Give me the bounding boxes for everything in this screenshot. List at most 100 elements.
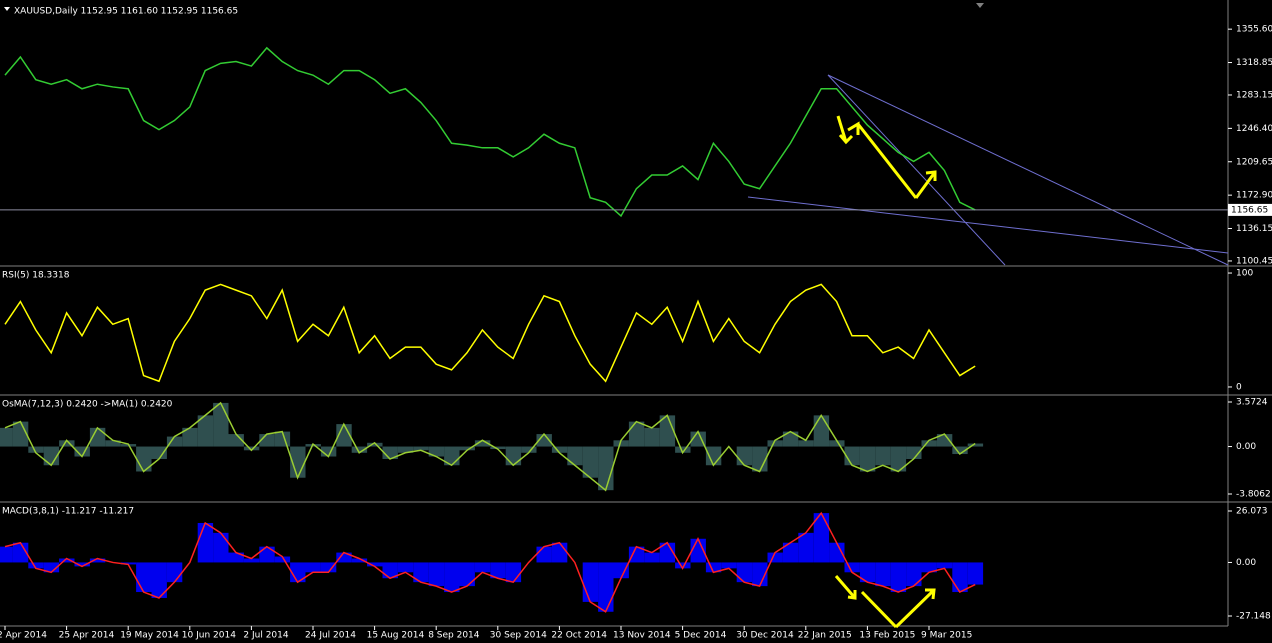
histogram-bar bbox=[59, 558, 75, 563]
y-tick-label: 0.00 bbox=[1236, 558, 1256, 568]
histogram-bar bbox=[428, 562, 445, 587]
histogram-bar bbox=[28, 446, 44, 453]
y-tick-label: 1283.15 bbox=[1236, 90, 1272, 100]
histogram-bar bbox=[490, 562, 506, 579]
x-tick-label: 22 Jan 2015 bbox=[798, 631, 852, 641]
histogram-bar bbox=[382, 562, 398, 579]
histogram-bar bbox=[74, 562, 90, 567]
histogram-bar bbox=[659, 415, 676, 447]
histogram-bar bbox=[936, 434, 953, 447]
x-tick-label: 5 Dec 2014 bbox=[675, 631, 727, 641]
y-tick-label: 1136.15 bbox=[1236, 224, 1272, 234]
histogram-bar bbox=[551, 446, 568, 453]
price-label-box bbox=[1228, 203, 1272, 216]
histogram-bar bbox=[166, 436, 183, 447]
histogram-bar bbox=[413, 562, 429, 583]
histogram-bar bbox=[628, 421, 645, 447]
histogram-bar bbox=[320, 562, 337, 573]
histogram-bar bbox=[813, 415, 830, 447]
histogram-bar bbox=[59, 440, 75, 447]
histogram-bar bbox=[12, 542, 29, 563]
y-tick-label: 0 bbox=[1236, 382, 1242, 392]
histogram-bar bbox=[767, 552, 783, 563]
histogram-bar bbox=[782, 542, 799, 563]
histogram-bar bbox=[28, 562, 44, 569]
histogram-bar bbox=[243, 558, 260, 563]
histogram-bar bbox=[644, 427, 660, 447]
histogram-bar bbox=[890, 446, 907, 472]
histogram-bar bbox=[705, 446, 722, 466]
menu-triangle bbox=[4, 7, 10, 11]
trend-line bbox=[747, 196, 1229, 254]
x-tick-label: 2 Apr 2014 bbox=[0, 631, 47, 641]
histogram-bar bbox=[798, 440, 814, 447]
y-tick-label: 1318.85 bbox=[1236, 58, 1272, 68]
histogram-bar bbox=[582, 446, 599, 478]
histogram-bar bbox=[613, 562, 629, 579]
histogram-bar bbox=[151, 446, 167, 460]
histogram-bar bbox=[136, 562, 152, 593]
price-label: 1156.65 bbox=[1231, 205, 1268, 215]
histogram-bar bbox=[105, 440, 121, 447]
pane-title: RSI(5) 18.3318 bbox=[2, 271, 70, 281]
histogram-bar bbox=[952, 562, 968, 593]
histogram-bar bbox=[752, 562, 768, 587]
histogram-bar bbox=[397, 562, 414, 573]
pane-title: XAUUSD,Daily 1152.95 1161.60 1152.95 115… bbox=[14, 7, 238, 17]
histogram-bar bbox=[459, 446, 475, 451]
x-tick-label: 10 Jun 2014 bbox=[182, 631, 236, 641]
histogram-bar bbox=[921, 440, 937, 447]
histogram-bar bbox=[213, 532, 229, 563]
histogram-bar bbox=[243, 446, 260, 451]
y-tick-label: 1355.60 bbox=[1236, 25, 1272, 35]
histogram-bar bbox=[228, 434, 244, 447]
histogram-bar bbox=[505, 562, 522, 583]
histogram-bar bbox=[875, 446, 891, 466]
histogram-bar bbox=[413, 446, 429, 451]
histogram-bar bbox=[12, 421, 29, 447]
histogram-bar bbox=[428, 446, 445, 457]
pane-title: MACD(3,8,1) -11.217 -11.217 bbox=[2, 507, 134, 517]
histogram-bar bbox=[598, 562, 614, 612]
x-tick-label: 19 May 2014 bbox=[120, 631, 179, 641]
x-tick-label: 13 Feb 2015 bbox=[859, 631, 915, 641]
histogram-bar bbox=[813, 513, 830, 563]
y-tick-label: -27.148 bbox=[1236, 611, 1271, 621]
x-tick-label: 9 Mar 2015 bbox=[921, 631, 972, 641]
histogram-bar bbox=[628, 546, 645, 563]
histogram-bar bbox=[351, 446, 368, 453]
histogram-bar bbox=[705, 562, 722, 573]
shift-marker bbox=[976, 3, 984, 8]
histogram-bar bbox=[798, 532, 814, 563]
annotation-arrows bbox=[834, 115, 937, 629]
histogram-bar bbox=[397, 446, 414, 453]
y-tick-label: 26.073 bbox=[1236, 507, 1268, 517]
histogram-bar bbox=[967, 562, 984, 585]
histogram-bar bbox=[536, 434, 552, 447]
histogram-bar bbox=[74, 446, 90, 457]
histogram-bar bbox=[675, 446, 691, 453]
x-tick-label: 30 Sep 2014 bbox=[490, 631, 547, 641]
histogram-bar bbox=[0, 427, 13, 447]
histogram-bar bbox=[967, 443, 984, 447]
histogram-bar bbox=[859, 446, 876, 472]
histogram-bar bbox=[89, 558, 106, 563]
x-tick-label: 2 Jul 2014 bbox=[243, 631, 288, 641]
price-line bbox=[4, 46, 976, 218]
histogram-bar bbox=[351, 558, 368, 563]
histogram-bar bbox=[89, 427, 106, 447]
histogram-bar bbox=[505, 446, 522, 466]
histogram-bar bbox=[213, 402, 229, 447]
histogram-bar bbox=[829, 440, 845, 447]
histogram-bar bbox=[336, 424, 352, 447]
y-tick-label: 1100.45 bbox=[1236, 256, 1272, 266]
histogram-bar bbox=[367, 562, 383, 567]
x-tick-label: 15 Aug 2014 bbox=[367, 631, 425, 641]
histogram-bar bbox=[613, 440, 629, 447]
histogram-bar bbox=[690, 431, 706, 447]
trend-line bbox=[827, 74, 1006, 266]
histogram-bar bbox=[921, 562, 937, 573]
histogram-bar bbox=[736, 562, 753, 583]
indicator-line bbox=[4, 511, 976, 613]
